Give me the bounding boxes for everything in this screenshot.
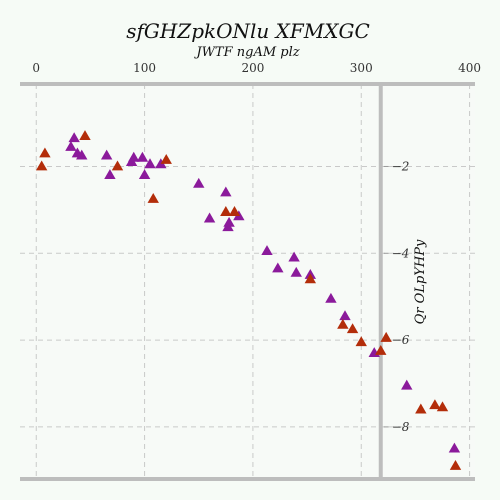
plot-area — [20, 84, 475, 479]
scatter-point — [401, 379, 413, 390]
x-tick-label: 200 — [241, 61, 264, 75]
scatter-point — [220, 206, 232, 216]
y-tick-label: −6 — [392, 333, 410, 347]
chart-title: sfGHZpkONlu XFMXGC — [126, 19, 370, 43]
y-tick-label: −8 — [392, 420, 410, 434]
scatter-point — [100, 149, 113, 160]
scatter-point — [339, 310, 351, 321]
scatter-point — [136, 151, 149, 162]
scatter-point — [76, 149, 88, 160]
scatter-point — [39, 147, 51, 158]
scatter-point — [272, 262, 284, 273]
scatter-point — [68, 132, 80, 143]
scatter-point — [415, 403, 427, 414]
scatter-point — [65, 140, 77, 151]
y-tick-label: −2 — [392, 159, 410, 173]
scatter-point — [290, 266, 302, 277]
scatter-point — [104, 169, 116, 180]
scatter-point — [220, 186, 232, 197]
scatter-point — [346, 323, 359, 334]
scatter-point — [380, 331, 392, 342]
scatter-point — [35, 160, 48, 171]
scatter-point — [288, 251, 300, 262]
scatter-point — [448, 442, 461, 453]
scatter-point — [304, 273, 317, 284]
scatter-point — [228, 206, 241, 216]
marks-layer — [35, 130, 462, 470]
scatter-point — [111, 160, 124, 171]
scatter-point — [223, 216, 235, 227]
scatter-point — [436, 401, 449, 412]
axis-layer: 0 100 200 300 400 −2 −4 −6 −8 — [20, 61, 481, 481]
scatter-point — [128, 151, 140, 162]
scatter-point — [155, 158, 167, 169]
scatter-point — [449, 459, 462, 470]
scatter-point — [203, 212, 216, 223]
grid-layer — [20, 84, 475, 479]
scatter-point — [325, 292, 337, 303]
scatter-point — [138, 169, 151, 180]
y-tick-label: −4 — [392, 246, 410, 260]
x-tick-label: 400 — [458, 61, 481, 75]
scatter-point — [79, 130, 91, 140]
scatter-point — [193, 177, 205, 188]
scatter-point — [144, 158, 156, 169]
scatter-point — [355, 336, 367, 347]
x-tick-label: 300 — [350, 61, 373, 75]
scatter-point — [429, 399, 441, 410]
scatter-point — [261, 245, 273, 256]
x-axis-label: JWTF ngAM plz — [193, 45, 299, 60]
x-tick-label: 0 — [32, 61, 40, 75]
scatter-point — [375, 344, 387, 355]
scatter-point — [337, 318, 349, 329]
scatter-point — [147, 193, 159, 203]
scatter-point — [160, 153, 172, 164]
y-axis-label: Qr OLpYHPy — [413, 239, 428, 324]
x-tick-label: 100 — [133, 61, 156, 75]
